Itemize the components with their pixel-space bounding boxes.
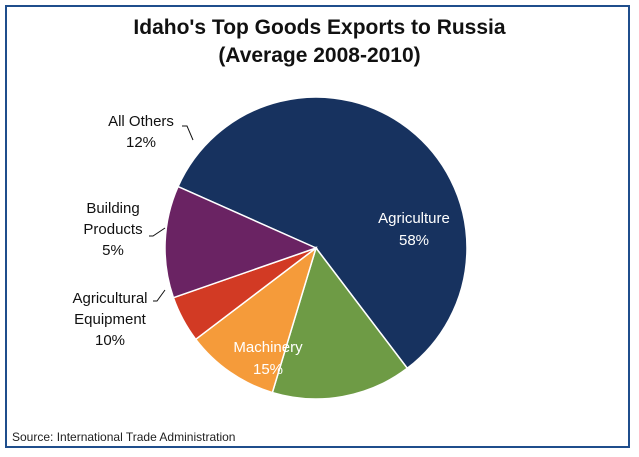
pie-slice-all-others — [164, 185, 319, 299]
slice-value-agricultural-equipment: 10% — [95, 332, 125, 349]
leader-line-building-products — [149, 227, 166, 237]
leader-line-all-others — [182, 125, 194, 141]
slice-label-building-products: Building Products — [83, 200, 142, 238]
chart-subtitle: (Average 2008-2010) — [218, 44, 421, 67]
slice-label-agriculture: Agriculture — [378, 210, 450, 227]
slice-value-agriculture: 58% — [399, 232, 429, 249]
source-note: Source: International Trade Administrati… — [12, 430, 236, 444]
slice-label-all-others: All Others — [108, 113, 174, 130]
pie-slice-agriculture — [177, 96, 468, 370]
pie-slice-machinery — [271, 246, 409, 400]
slice-label-agricultural-equipment: Agricultural Equipment — [72, 290, 147, 328]
chart-title: Idaho's Top Goods Exports to Russia — [133, 16, 506, 39]
slice-value-building-products: 5% — [102, 242, 124, 259]
slice-value-all-others: 12% — [126, 134, 156, 151]
pie-slice-agricultural-equipment — [194, 246, 318, 394]
slice-value-machinery: 15% — [253, 361, 283, 378]
leader-line-agricultural-equipment — [153, 289, 166, 302]
slice-label-machinery: Machinery — [233, 339, 303, 356]
